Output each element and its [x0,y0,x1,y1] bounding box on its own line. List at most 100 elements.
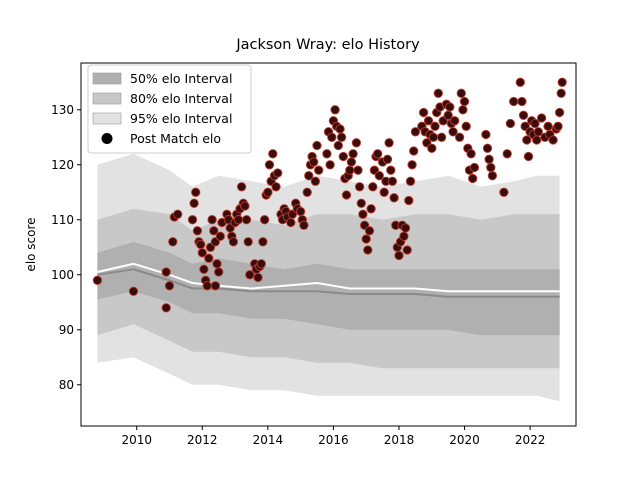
y-tick-label: 100 [51,268,74,282]
median-elo-line [97,268,560,298]
post-match-point [548,135,558,145]
post-match-point [325,160,335,170]
post-match-point [536,113,547,123]
post-match-point [336,132,347,142]
post-match-point [505,118,516,129]
legend-box [87,64,252,154]
post-match-point [309,157,319,167]
post-match-point [373,149,383,159]
post-match-point [245,270,255,280]
legend-label: 50% elo Interval [130,71,232,86]
x-tick-label: 2014 [253,433,284,447]
post-match-point [399,231,409,241]
post-match-point [304,171,314,181]
post-match-point [215,231,225,241]
post-match-point [386,165,396,175]
legend-label: 95% elo Interval [130,111,232,126]
post-match-point [368,182,378,192]
post-match-point [346,157,357,167]
post-match-point [210,281,221,291]
post-match-point [418,107,429,118]
x-tick-label: 2016 [318,433,349,447]
post-match-point [353,165,363,175]
y-tick-label: 130 [51,103,74,117]
post-match-point [481,129,491,140]
post-match-point [259,215,270,225]
post-match-point [161,267,171,277]
post-match-points [92,77,567,313]
x-tick-label: 2020 [449,433,480,447]
post-match-point [461,121,471,131]
post-match-point [374,171,384,181]
post-match-point [189,198,199,208]
post-match-point [128,286,139,296]
post-match-point [356,198,366,208]
post-match-point [161,303,171,313]
post-match-point [402,245,412,255]
post-match-point [164,281,175,291]
post-match-point [389,193,399,203]
post-match-point [468,173,478,184]
post-match-point [273,168,283,178]
post-match-point [458,105,468,115]
x-tick-label: 2012 [187,433,218,447]
post-match-point [433,88,443,98]
post-match-point [243,237,253,247]
post-match-point [314,165,324,175]
y-axis-label: elo score [24,217,38,271]
post-match-point [409,146,419,156]
post-match-point [351,138,362,148]
legend-swatch [92,92,122,105]
post-match-point [499,187,509,197]
y-tick-label: 80 [59,378,74,392]
y-tick-label: 90 [59,323,74,337]
post-match-point [295,206,306,217]
post-match-point [345,165,355,175]
post-match-point [92,275,103,285]
post-match-point [236,182,247,192]
post-match-point [363,245,373,255]
post-match-point [214,267,224,277]
post-match-point [348,149,358,159]
post-match-point [196,239,206,250]
y-tick-label: 120 [51,158,74,172]
post-match-point [207,215,217,225]
post-match-point [191,187,201,197]
post-match-point [197,248,207,258]
post-match-point [454,132,465,142]
post-match-point [384,138,394,148]
post-match-point [445,102,455,112]
post-match-point [264,160,275,170]
post-match-point [233,215,244,225]
post-match-point [338,151,348,162]
post-match-point [322,149,332,159]
post-match-point [400,223,411,233]
x-tick-label: 2018 [384,433,415,447]
post-match-point [487,171,498,181]
post-match-point [543,121,553,131]
x-tick-label: 2010 [121,433,152,447]
post-match-point [286,217,296,228]
post-match-point [517,96,527,107]
post-match-point [532,135,542,145]
x-axis-ticks: 2010 2012 2014 2016 2018 2020 2022 [121,426,545,447]
post-match-point [518,110,529,120]
post-match-point [199,264,209,274]
post-match-point [302,187,312,197]
post-match-point [459,96,470,107]
post-match-point [192,226,203,236]
post-match-point [241,215,252,225]
post-match-point [448,127,458,137]
chart-legend: 50% elo Interval 80% elo Interval 95% elo … [87,64,252,154]
mean-elo-line [97,262,560,293]
post-match-point [533,127,543,137]
post-match-point [427,143,437,153]
post-match-point [502,149,512,159]
post-match-point [394,250,404,261]
post-match-point [530,118,540,129]
post-match-point [173,209,183,219]
post-match-point [209,226,219,236]
post-match-point [554,107,565,118]
y-tick-label: 110 [51,213,74,227]
